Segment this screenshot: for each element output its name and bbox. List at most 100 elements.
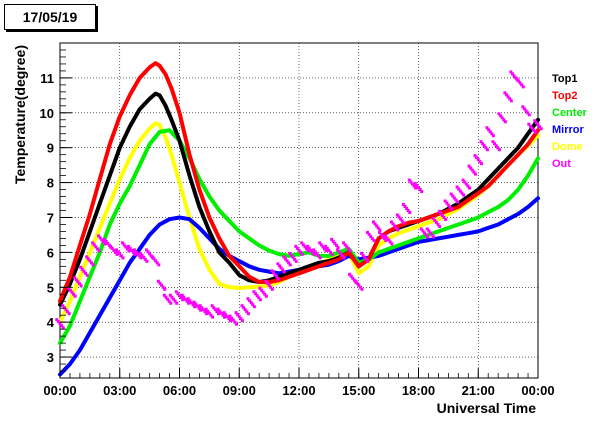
data-point [397,215,401,219]
data-point [534,121,538,125]
data-point [444,217,448,221]
data-point [409,180,413,184]
data-point [357,283,361,287]
data-point [67,286,71,290]
data-point [376,226,380,230]
data-point [497,148,501,152]
data-point [538,125,542,129]
legend-item-top1: Top1 [552,73,577,85]
data-point [276,277,280,281]
data-point [497,112,501,116]
data-point [84,271,87,275]
data-point [289,253,293,257]
data-point [434,220,438,224]
data-point [327,248,331,252]
data-point [91,241,95,245]
data-point [324,249,328,253]
data-point [101,240,105,244]
data-point [400,219,404,223]
data-point [272,271,275,275]
data-point [231,318,235,322]
x-tick-label: 00:00 [43,383,76,398]
data-point [533,119,537,123]
data-point [200,306,204,310]
data-point [346,247,350,251]
data-point [144,248,148,252]
data-point [197,306,201,310]
data-point [257,296,261,300]
data-point [174,290,178,294]
data-point [439,211,443,215]
series-out [55,70,543,330]
data-point [414,186,418,190]
data-point [389,220,393,224]
data-point [484,146,488,150]
data-point [160,283,164,287]
data-point [103,237,107,241]
data-point [283,257,287,261]
data-point [139,256,143,260]
data-point [161,285,165,289]
data-point [80,267,84,271]
data-point [267,283,271,287]
data-point [348,249,352,253]
y-tick-label: 4 [47,315,55,330]
data-point [372,238,376,242]
data-point [462,193,466,197]
data-point [85,273,89,277]
data-point [92,243,96,247]
data-point [236,313,240,317]
data-point [72,292,76,296]
data-point [55,318,59,322]
data-point [213,308,217,312]
data-point [488,130,492,134]
data-point [172,297,176,301]
legend: Top1 Top2 Center Mirror Dome Out [552,73,588,170]
data-point [300,252,304,256]
data-point [191,303,195,307]
data-point [390,242,394,246]
data-point [330,252,334,256]
data-point [369,234,373,238]
data-point [438,224,442,228]
data-point [276,262,280,266]
data-point [148,252,152,256]
data-point [157,263,161,267]
data-point [95,247,99,251]
data-point [318,241,322,245]
data-point [182,295,186,299]
data-point [287,261,291,265]
data-point [281,268,285,272]
data-point [164,295,168,299]
data-point [469,166,473,170]
data-point [260,288,264,292]
data-point [263,292,267,296]
data-point [240,304,244,308]
data-point [364,257,368,261]
data-point [299,250,303,254]
data-point [136,252,140,256]
data-point [245,310,249,314]
data-point [336,245,340,249]
data-point [237,315,241,319]
data-point [360,251,364,255]
data-point [119,254,123,258]
data-point [180,293,184,297]
y-tick-label: 3 [47,350,54,365]
data-point [127,249,131,253]
data-point [467,164,471,168]
data-point [224,313,228,317]
data-point [181,298,185,302]
data-point [481,142,485,146]
data-point [285,259,289,263]
data-point [282,270,286,274]
data-point [112,248,116,252]
data-point [215,310,219,314]
data-point [94,245,98,249]
data-point [113,250,117,254]
legend-item-center: Center [552,107,588,119]
data-point [464,182,468,186]
data-point [193,305,197,309]
data-point [518,81,522,85]
data-point [445,201,449,205]
